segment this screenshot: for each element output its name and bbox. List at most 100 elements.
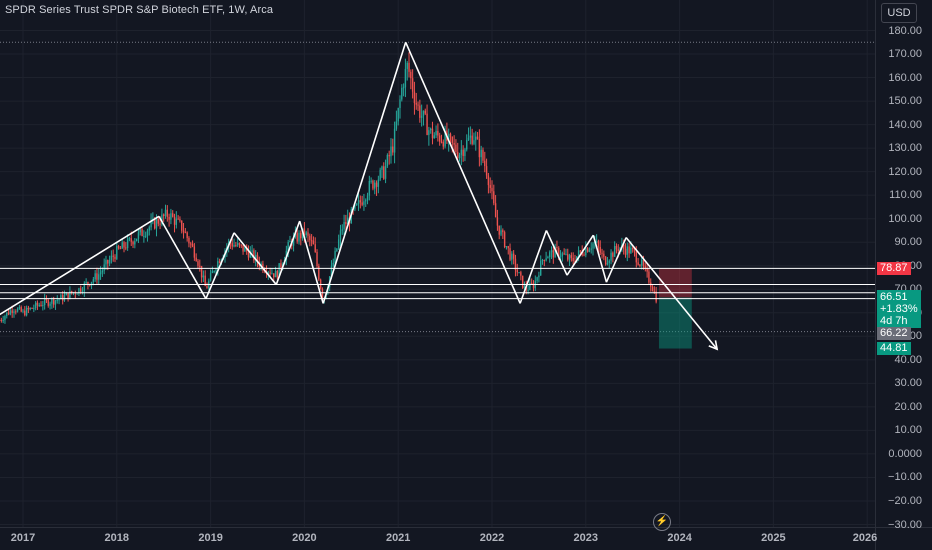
candle-body [69, 291, 71, 299]
candle-body [375, 182, 378, 187]
candle-body [460, 149, 463, 155]
candle-body [15, 311, 17, 313]
candle-body [249, 251, 251, 258]
previous-close-label: 66.22 [877, 327, 911, 341]
candle-body [334, 251, 336, 263]
candle-body [588, 249, 591, 252]
candle-body [509, 248, 511, 260]
candle-body [505, 246, 508, 248]
price-tick-label: 160.00 [888, 71, 922, 84]
candle-body [455, 144, 457, 153]
candle-body [413, 91, 416, 104]
price-tick-label: 0.0000 [888, 447, 922, 460]
price-tick-label: 180.00 [888, 24, 922, 37]
candle-body [579, 250, 582, 252]
candle-body [146, 230, 149, 236]
candle-body [541, 259, 544, 261]
candle-body [108, 260, 111, 264]
candle-body [233, 245, 235, 247]
candle-body [292, 236, 295, 246]
candle-body [16, 308, 19, 312]
candle-body [597, 241, 600, 248]
candle-body [365, 200, 367, 202]
candle-body [550, 250, 553, 253]
time-tick-label: 2024 [667, 532, 692, 544]
candle-body [307, 232, 309, 236]
candle-body [585, 248, 587, 256]
candle-body [33, 308, 35, 310]
candle-body [36, 302, 39, 306]
candle-body [199, 265, 201, 267]
candle-body [653, 291, 656, 293]
candle-body [475, 136, 477, 141]
candle-body [568, 255, 571, 260]
candle-body [458, 154, 461, 159]
candle-body [271, 273, 273, 275]
candle-body [383, 166, 385, 179]
candle-body [402, 87, 405, 89]
candle-body [655, 291, 657, 302]
candle-body [103, 264, 105, 271]
trend-arrow-head [708, 340, 719, 351]
candle-body [406, 62, 408, 69]
candle-body [415, 103, 417, 105]
candle-body [211, 271, 214, 274]
candle-body [604, 256, 607, 265]
candle-body [316, 252, 318, 266]
candle-body [345, 221, 347, 225]
candle-body [615, 245, 618, 250]
candle-body [336, 248, 338, 252]
candle-body [464, 149, 466, 156]
pattern-trend-line [545, 230, 568, 276]
pattern-trend-line [592, 234, 608, 283]
candle-body [148, 227, 150, 231]
candle-body [428, 130, 430, 135]
candle-body [195, 257, 197, 262]
candle-body [298, 232, 300, 242]
candle-body [240, 244, 242, 246]
candle-body [65, 292, 67, 296]
candle-body [357, 200, 360, 204]
candle-body [112, 255, 114, 257]
candle-body [346, 217, 349, 225]
candle-body [38, 305, 40, 307]
pattern-trend-line [625, 237, 718, 350]
candle-body [13, 311, 15, 313]
candle-body [150, 220, 152, 228]
candle-body [523, 285, 526, 288]
candle-body [368, 180, 371, 196]
candle-body [552, 250, 555, 258]
lightning-icon[interactable]: ⚡ [653, 513, 671, 531]
candle-body [71, 291, 73, 294]
candle-body [438, 135, 441, 142]
candle-body [105, 260, 107, 265]
candle-body [503, 232, 506, 248]
candle-body [448, 133, 450, 141]
candle-body [253, 250, 255, 261]
candle-body [590, 248, 592, 250]
candle-body [161, 214, 163, 225]
candle-body [119, 248, 122, 250]
currency-button[interactable]: USD [881, 3, 917, 23]
candle-body [163, 214, 165, 216]
candle-body [49, 303, 51, 306]
candle-body [98, 274, 100, 280]
candle-body [157, 219, 159, 224]
candle-body [644, 266, 647, 268]
candle-body [379, 169, 381, 180]
candle-body [85, 282, 87, 284]
price-tick-label: 10.00 [894, 424, 922, 437]
candle-body [478, 139, 481, 158]
candle-body [202, 275, 205, 278]
pattern-trend-line [566, 234, 594, 276]
candle-body [603, 253, 605, 257]
candle-body [2, 320, 4, 322]
candle-body [536, 277, 538, 281]
candle-body [554, 247, 556, 258]
candle-body [9, 310, 12, 315]
candle-body [622, 244, 625, 249]
candle-body [110, 255, 113, 261]
candle-body [496, 217, 499, 226]
candle-body [426, 113, 428, 135]
